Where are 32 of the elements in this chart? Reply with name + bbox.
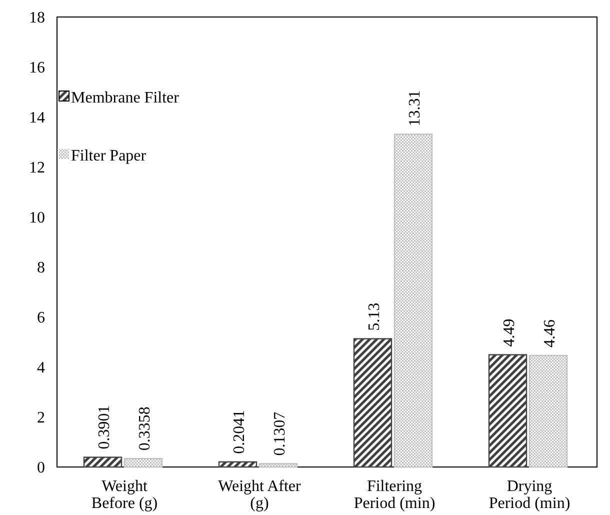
y-tick-label: 4	[37, 360, 45, 377]
y-tick-label: 2	[37, 410, 45, 427]
y-tick-label: 16	[29, 60, 45, 77]
x-tick-label: Drying Period (min)	[488, 478, 570, 512]
y-tick-label: 8	[37, 260, 45, 277]
data-label: 13.31	[406, 90, 424, 126]
y-tick-label: 12	[29, 160, 45, 177]
bar	[258, 463, 298, 468]
y-tick-label: 6	[37, 310, 45, 327]
bar	[488, 354, 528, 468]
y-tick-label: 0	[37, 460, 45, 477]
bar	[353, 338, 392, 468]
bar	[124, 458, 163, 468]
legend-label: Filter Paper	[71, 148, 147, 165]
x-tick-label: Weight After (g)	[218, 478, 302, 512]
bar	[394, 134, 433, 468]
data-label: 5.13	[366, 302, 383, 331]
bar	[83, 456, 122, 468]
legend-label: Membrane Filter	[71, 90, 180, 107]
data-label: 0.3358	[136, 406, 154, 451]
x-tick-label: Filtering Period (min)	[354, 478, 436, 512]
data-label: 0.1307	[271, 412, 288, 456]
bar	[528, 354, 568, 468]
data-label: 0.3901	[96, 405, 113, 450]
y-tick-label: 14	[29, 110, 45, 127]
data-label: 4.49	[500, 318, 518, 347]
x-tick-label: Weight Before (g)	[91, 478, 158, 512]
y-tick-label: 10	[29, 210, 45, 227]
bar	[218, 461, 258, 468]
data-label: 0.2041	[230, 410, 248, 454]
data-label: 4.46	[541, 320, 558, 348]
y-tick-label: 18	[29, 10, 45, 27]
